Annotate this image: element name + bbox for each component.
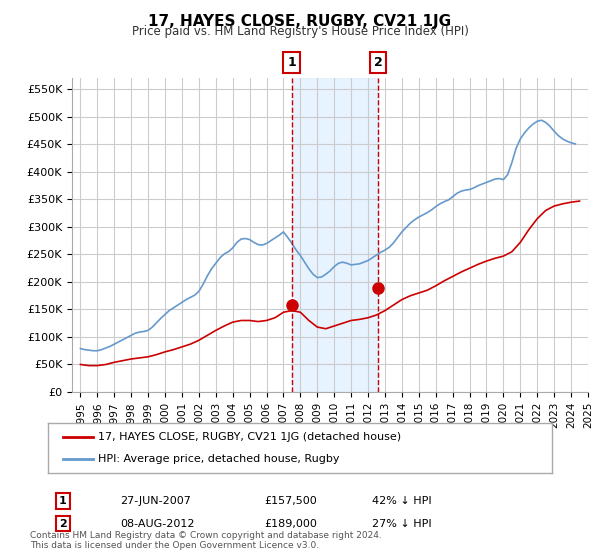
Text: 17, HAYES CLOSE, RUGBY, CV21 1JG: 17, HAYES CLOSE, RUGBY, CV21 1JG: [148, 14, 452, 29]
Bar: [292, 78, 378, 392]
Text: 1: 1: [59, 496, 67, 506]
Text: Contains HM Land Registry data © Crown copyright and database right 2024.
This d: Contains HM Land Registry data © Crown c…: [30, 530, 382, 550]
Text: 27-JUN-2007: 27-JUN-2007: [120, 496, 191, 506]
Text: Price paid vs. HM Land Registry's House Price Index (HPI): Price paid vs. HM Land Registry's House …: [131, 25, 469, 38]
Text: 42% ↓ HPI: 42% ↓ HPI: [372, 496, 431, 506]
Text: 17, HAYES CLOSE, RUGBY, CV21 1JG (detached house): 17, HAYES CLOSE, RUGBY, CV21 1JG (detach…: [98, 432, 401, 442]
Text: 2: 2: [59, 519, 67, 529]
Text: HPI: Average price, detached house, Rugby: HPI: Average price, detached house, Rugb…: [98, 454, 340, 464]
Text: 08-AUG-2012: 08-AUG-2012: [120, 519, 194, 529]
Text: 2: 2: [374, 56, 383, 69]
Text: 27% ↓ HPI: 27% ↓ HPI: [372, 519, 431, 529]
Text: £189,000: £189,000: [264, 519, 317, 529]
Text: £157,500: £157,500: [264, 496, 317, 506]
Text: 1: 1: [287, 56, 296, 69]
